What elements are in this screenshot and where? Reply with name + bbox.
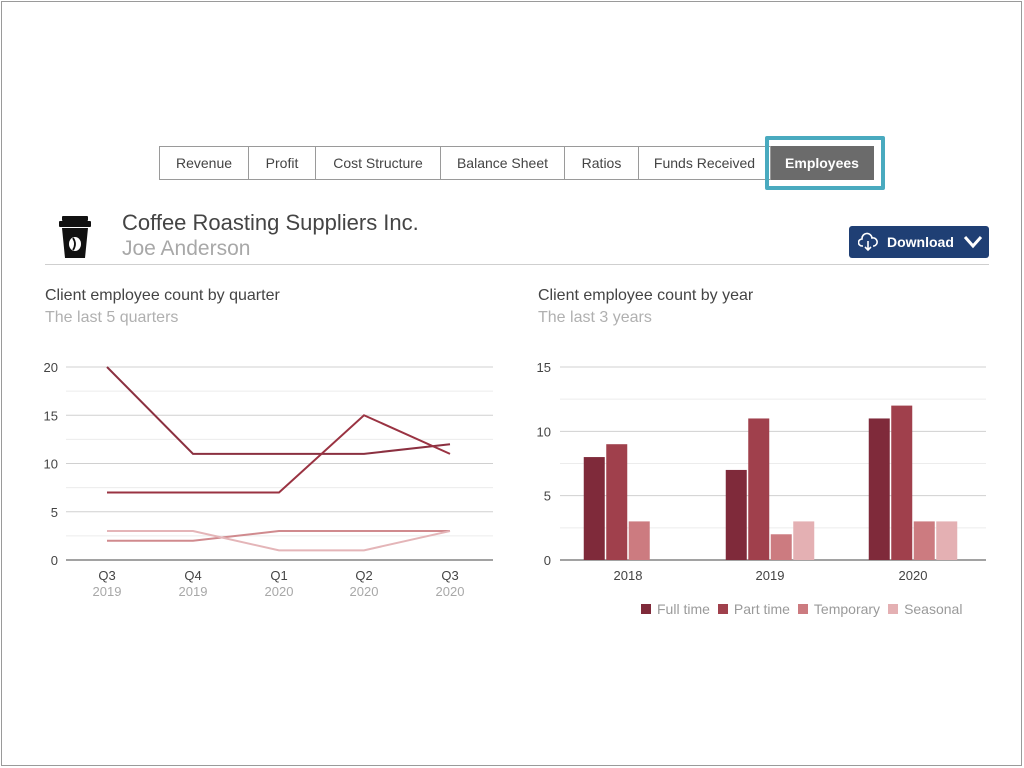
bar xyxy=(868,418,890,560)
year-chart-subtitle: The last 3 years xyxy=(538,309,652,326)
legend-swatch xyxy=(888,604,899,614)
x-tick-label: Q3 xyxy=(441,568,458,583)
line-series-0 xyxy=(106,366,451,455)
bar xyxy=(913,521,935,560)
legend-swatch xyxy=(717,604,728,614)
tab-employees[interactable]: Employees xyxy=(771,146,874,180)
legend-item: Seasonal xyxy=(888,601,962,617)
chevron-down-icon[interactable] xyxy=(963,234,983,250)
legend-swatch xyxy=(641,604,651,614)
x-tick-label: Q1 xyxy=(270,568,287,583)
tab-revenue[interactable]: Revenue xyxy=(159,146,249,180)
bar xyxy=(748,418,770,560)
bar xyxy=(891,405,913,560)
bar xyxy=(793,521,815,560)
bar-chart: 0 5 10 15 2018 2019 2020 xyxy=(537,360,986,583)
x-tick-label: 2019 xyxy=(756,568,785,583)
y-tick-label: 0 xyxy=(544,553,551,568)
legend-label: Seasonal xyxy=(904,601,963,617)
company-name: Coffee Roasting Suppliers Inc. xyxy=(122,210,419,235)
y-tick-label: 20 xyxy=(44,360,58,375)
year-chart-title: Client employee count by year xyxy=(538,287,754,304)
bar xyxy=(583,457,605,560)
y-tick-label: 10 xyxy=(44,457,58,472)
y-tick-label: 15 xyxy=(537,360,551,375)
y-tick-label: 0 xyxy=(51,553,58,568)
cloud-download-icon xyxy=(858,232,878,252)
bar xyxy=(606,444,628,560)
x-tick-year-label: 2020 xyxy=(436,584,465,599)
quarter-chart-title: Client employee count by quarter xyxy=(45,287,280,304)
contact-name: Joe Anderson xyxy=(122,237,251,260)
x-tick-label: Q4 xyxy=(184,568,201,583)
bar-chart-legend: Full time Part time Temporary Seasonal xyxy=(641,601,970,617)
x-tick-label: Q3 xyxy=(98,568,115,583)
quarter-chart-subtitle: The last 5 quarters xyxy=(45,309,179,326)
download-label: Download xyxy=(887,234,954,250)
header-divider xyxy=(45,264,989,265)
download-button[interactable]: Download xyxy=(849,226,989,258)
y-tick-label: 10 xyxy=(537,424,551,439)
x-tick-year-label: 2019 xyxy=(179,584,208,599)
tab-funds-received[interactable]: Funds Received xyxy=(639,146,771,180)
tab-bar: Revenue Profit Cost Structure Balance Sh… xyxy=(159,146,874,180)
legend-label: Full time xyxy=(657,601,710,617)
bar xyxy=(936,521,958,560)
bar xyxy=(628,521,650,560)
tab-balance-sheet[interactable]: Balance Sheet xyxy=(441,146,565,180)
y-tick-label: 5 xyxy=(51,505,58,520)
coffee-cup-icon xyxy=(59,216,91,258)
x-tick-year-label: 2020 xyxy=(350,584,379,599)
x-tick-label: 2018 xyxy=(614,568,643,583)
x-tick-year-label: 2020 xyxy=(265,584,294,599)
legend-item: Full time xyxy=(641,601,710,617)
x-tick-label: Q2 xyxy=(355,568,372,583)
tab-cost-structure[interactable]: Cost Structure xyxy=(316,146,441,180)
legend-item: Part time xyxy=(717,601,790,617)
x-tick-year-label: 2019 xyxy=(93,584,122,599)
legend-swatch xyxy=(797,604,808,614)
y-tick-label: 5 xyxy=(544,489,551,504)
legend-label: Temporary xyxy=(813,601,881,617)
y-tick-label: 15 xyxy=(44,408,58,423)
legend-label: Part time xyxy=(733,601,790,617)
tab-profit[interactable]: Profit xyxy=(249,146,316,180)
legend-item: Temporary xyxy=(797,601,881,617)
tab-ratios[interactable]: Ratios xyxy=(565,146,639,180)
bar xyxy=(725,469,747,560)
x-tick-label: 2020 xyxy=(899,568,928,583)
bar xyxy=(770,534,792,560)
